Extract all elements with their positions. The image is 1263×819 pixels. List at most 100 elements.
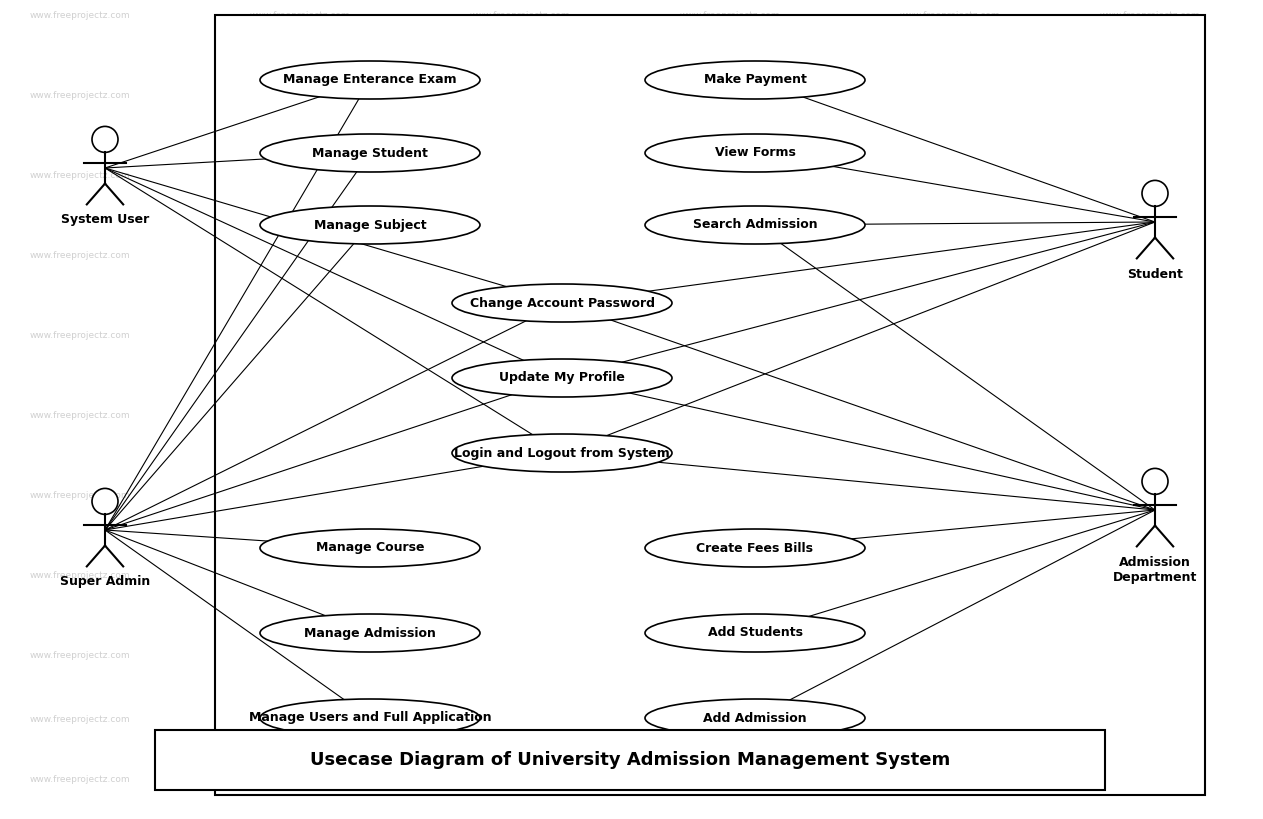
Ellipse shape (260, 61, 480, 99)
Text: www.freeprojectz.com: www.freeprojectz.com (470, 571, 571, 580)
Text: www.freeprojectz.com: www.freeprojectz.com (30, 776, 130, 785)
Text: Add Admission: Add Admission (703, 712, 807, 725)
Ellipse shape (452, 284, 672, 322)
Text: Login and Logout from System: Login and Logout from System (455, 446, 669, 459)
Text: www.freeprojectz.com: www.freeprojectz.com (899, 410, 1000, 419)
Circle shape (92, 126, 117, 152)
Text: www.freeprojectz.com: www.freeprojectz.com (30, 491, 130, 500)
Text: www.freeprojectz.com: www.freeprojectz.com (30, 410, 130, 419)
Text: Manage Admission: Manage Admission (304, 627, 436, 640)
Text: www.freeprojectz.com: www.freeprojectz.com (470, 11, 571, 20)
Text: www.freeprojectz.com: www.freeprojectz.com (30, 571, 130, 580)
Text: Super Admin: Super Admin (59, 576, 150, 589)
Text: www.freeprojectz.com: www.freeprojectz.com (679, 91, 781, 99)
Text: www.freeprojectz.com: www.freeprojectz.com (30, 650, 130, 659)
Text: www.freeprojectz.com: www.freeprojectz.com (250, 331, 350, 340)
Text: Change Account Password: Change Account Password (470, 296, 654, 310)
Text: www.freeprojectz.com: www.freeprojectz.com (1100, 410, 1200, 419)
Text: www.freeprojectz.com: www.freeprojectz.com (1100, 331, 1200, 340)
Text: www.freeprojectz.com: www.freeprojectz.com (1100, 650, 1200, 659)
Text: Make Payment: Make Payment (703, 74, 807, 87)
Ellipse shape (260, 206, 480, 244)
Text: Update My Profile: Update My Profile (499, 372, 625, 384)
Text: www.freeprojectz.com: www.freeprojectz.com (470, 91, 571, 99)
Text: www.freeprojectz.com: www.freeprojectz.com (470, 331, 571, 340)
Text: www.freeprojectz.com: www.freeprojectz.com (899, 331, 1000, 340)
Text: www.freeprojectz.com: www.freeprojectz.com (250, 650, 350, 659)
Text: Manage Student: Manage Student (312, 147, 428, 160)
Text: www.freeprojectz.com: www.freeprojectz.com (30, 170, 130, 179)
Text: www.freeprojectz.com: www.freeprojectz.com (679, 571, 781, 580)
Text: www.freeprojectz.com: www.freeprojectz.com (679, 410, 781, 419)
Text: www.freeprojectz.com: www.freeprojectz.com (250, 91, 350, 99)
Ellipse shape (645, 61, 865, 99)
Text: www.freeprojectz.com: www.freeprojectz.com (1100, 11, 1200, 20)
Ellipse shape (260, 529, 480, 567)
Text: www.freeprojectz.com: www.freeprojectz.com (899, 91, 1000, 99)
Text: www.freeprojectz.com: www.freeprojectz.com (899, 571, 1000, 580)
Text: Search Admission: Search Admission (692, 219, 817, 232)
Text: www.freeprojectz.com: www.freeprojectz.com (679, 776, 781, 785)
Circle shape (1142, 468, 1168, 495)
Text: Usecase Diagram of University Admission Management System: Usecase Diagram of University Admission … (309, 751, 950, 769)
Text: www.freeprojectz.com: www.freeprojectz.com (1100, 91, 1200, 99)
Text: Student: Student (1127, 268, 1183, 280)
Text: www.freeprojectz.com: www.freeprojectz.com (30, 91, 130, 99)
Text: Admission
Department: Admission Department (1113, 555, 1197, 583)
Ellipse shape (645, 699, 865, 737)
Text: Add Students: Add Students (707, 627, 802, 640)
Text: Manage Course: Manage Course (316, 541, 424, 554)
Text: System User: System User (61, 214, 149, 227)
Text: Manage Subject: Manage Subject (313, 219, 427, 232)
Text: www.freeprojectz.com: www.freeprojectz.com (679, 491, 781, 500)
Text: www.freeprojectz.com: www.freeprojectz.com (470, 776, 571, 785)
Text: www.freeprojectz.com: www.freeprojectz.com (899, 776, 1000, 785)
Text: Manage Users and Full Application: Manage Users and Full Application (249, 712, 491, 725)
FancyBboxPatch shape (155, 730, 1105, 790)
Text: www.freeprojectz.com: www.freeprojectz.com (30, 251, 130, 260)
Text: www.freeprojectz.com: www.freeprojectz.com (250, 571, 350, 580)
Text: www.freeprojectz.com: www.freeprojectz.com (250, 11, 350, 20)
Text: www.freeprojectz.com: www.freeprojectz.com (679, 170, 781, 179)
Text: www.freeprojectz.com: www.freeprojectz.com (1100, 571, 1200, 580)
Text: View Forms: View Forms (715, 147, 796, 160)
Text: www.freeprojectz.com: www.freeprojectz.com (899, 650, 1000, 659)
Text: www.freeprojectz.com: www.freeprojectz.com (470, 650, 571, 659)
Text: www.freeprojectz.com: www.freeprojectz.com (470, 491, 571, 500)
Text: www.freeprojectz.com: www.freeprojectz.com (679, 11, 781, 20)
Text: www.freeprojectz.com: www.freeprojectz.com (250, 716, 350, 725)
Text: www.freeprojectz.com: www.freeprojectz.com (250, 251, 350, 260)
Text: www.freeprojectz.com: www.freeprojectz.com (470, 170, 571, 179)
Ellipse shape (645, 134, 865, 172)
Text: Manage Enterance Exam: Manage Enterance Exam (283, 74, 457, 87)
Ellipse shape (260, 699, 480, 737)
FancyBboxPatch shape (215, 15, 1205, 795)
Text: www.freeprojectz.com: www.freeprojectz.com (250, 410, 350, 419)
Circle shape (92, 488, 117, 514)
Text: www.freeprojectz.com: www.freeprojectz.com (899, 491, 1000, 500)
Ellipse shape (645, 206, 865, 244)
Text: Create Fees Bills: Create Fees Bills (696, 541, 813, 554)
Text: www.freeprojectz.com: www.freeprojectz.com (679, 650, 781, 659)
Ellipse shape (260, 614, 480, 652)
Text: www.freeprojectz.com: www.freeprojectz.com (899, 11, 1000, 20)
Text: www.freeprojectz.com: www.freeprojectz.com (250, 170, 350, 179)
Text: www.freeprojectz.com: www.freeprojectz.com (899, 251, 1000, 260)
Text: www.freeprojectz.com: www.freeprojectz.com (1100, 251, 1200, 260)
Text: www.freeprojectz.com: www.freeprojectz.com (470, 716, 571, 725)
Ellipse shape (645, 614, 865, 652)
Text: www.freeprojectz.com: www.freeprojectz.com (1100, 491, 1200, 500)
Text: www.freeprojectz.com: www.freeprojectz.com (679, 716, 781, 725)
Text: www.freeprojectz.com: www.freeprojectz.com (899, 716, 1000, 725)
Text: www.freeprojectz.com: www.freeprojectz.com (899, 170, 1000, 179)
Text: www.freeprojectz.com: www.freeprojectz.com (30, 716, 130, 725)
Text: www.freeprojectz.com: www.freeprojectz.com (250, 491, 350, 500)
Ellipse shape (452, 359, 672, 397)
Text: www.freeprojectz.com: www.freeprojectz.com (679, 251, 781, 260)
Ellipse shape (645, 529, 865, 567)
Circle shape (1142, 180, 1168, 206)
Text: www.freeprojectz.com: www.freeprojectz.com (679, 331, 781, 340)
Text: www.freeprojectz.com: www.freeprojectz.com (1100, 716, 1200, 725)
Ellipse shape (452, 434, 672, 472)
Text: www.freeprojectz.com: www.freeprojectz.com (250, 776, 350, 785)
